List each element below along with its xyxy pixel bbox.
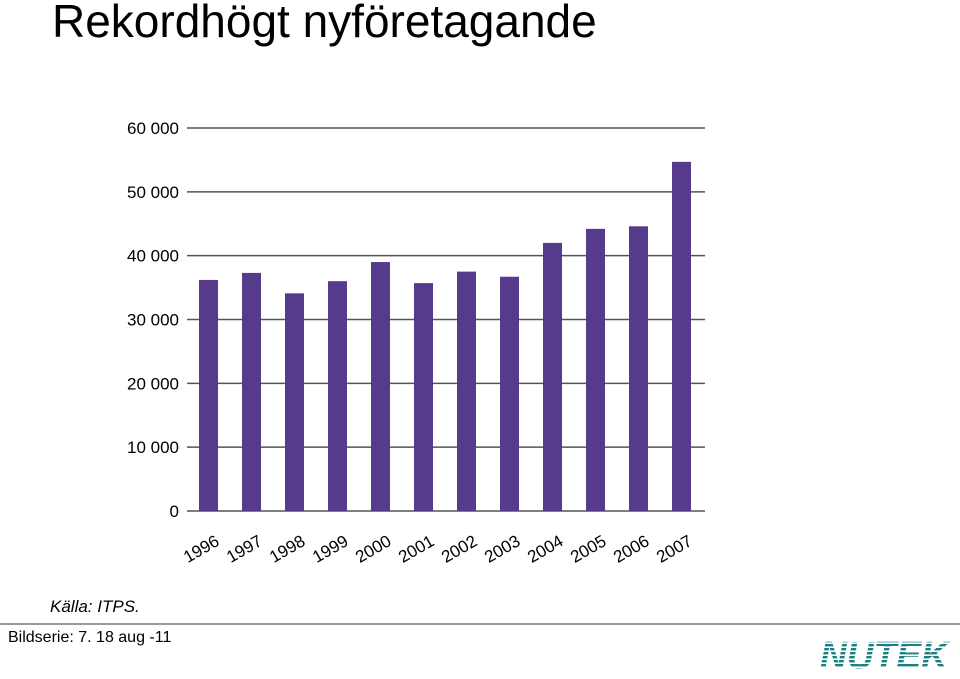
footer-divider	[0, 623, 960, 625]
x-tick-label: 2004	[524, 531, 566, 566]
bar-2004	[543, 242, 562, 511]
bar-2002	[457, 271, 476, 511]
bar-2007	[672, 161, 691, 511]
y-tick-label: 10 000	[127, 438, 179, 457]
bar-1998	[285, 293, 304, 511]
x-tick-label: 1998	[266, 531, 308, 566]
y-tick-label: 30 000	[127, 311, 179, 330]
x-tick-label: 1996	[180, 531, 222, 566]
x-tick-label: 1997	[223, 531, 265, 566]
y-tick-label: 0	[170, 502, 179, 521]
bar-2005	[586, 228, 605, 511]
x-tick-label: 2001	[395, 531, 437, 566]
source-note: Källa: ITPS.	[50, 597, 140, 616]
logo-text: NUTEK	[820, 636, 950, 672]
x-tick-label: 2003	[481, 531, 523, 566]
bar-2003	[500, 276, 519, 511]
x-tick-label: 2006	[610, 531, 652, 566]
y-tick-label: 40 000	[127, 247, 179, 266]
y-tick-label: 60 000	[127, 119, 179, 138]
page-title: Rekordhögt nyföretagande	[52, 0, 597, 47]
bar-1996	[199, 279, 218, 511]
x-tick-label: 2005	[567, 531, 609, 566]
footer-text: Bildserie: 7. 18 aug -11	[8, 629, 172, 646]
bar-chart: 0 10 000 20 000 30 000 40 000 50 000 60 000 19…	[127, 119, 705, 567]
y-tick-label: 50 000	[127, 183, 179, 202]
x-tick-label: 2007	[653, 531, 695, 566]
x-tick-label: 2002	[438, 531, 480, 566]
nutek-logo: NUTEK	[820, 636, 950, 672]
x-tick-label: 2000	[352, 531, 394, 566]
x-tick-label: 1999	[309, 531, 351, 566]
bar-2000	[371, 262, 390, 511]
bar-1999	[328, 281, 347, 511]
bar-1997	[242, 272, 261, 511]
bar-2001	[414, 283, 433, 511]
y-tick-label: 20 000	[127, 374, 179, 393]
bar-2006	[629, 226, 648, 511]
